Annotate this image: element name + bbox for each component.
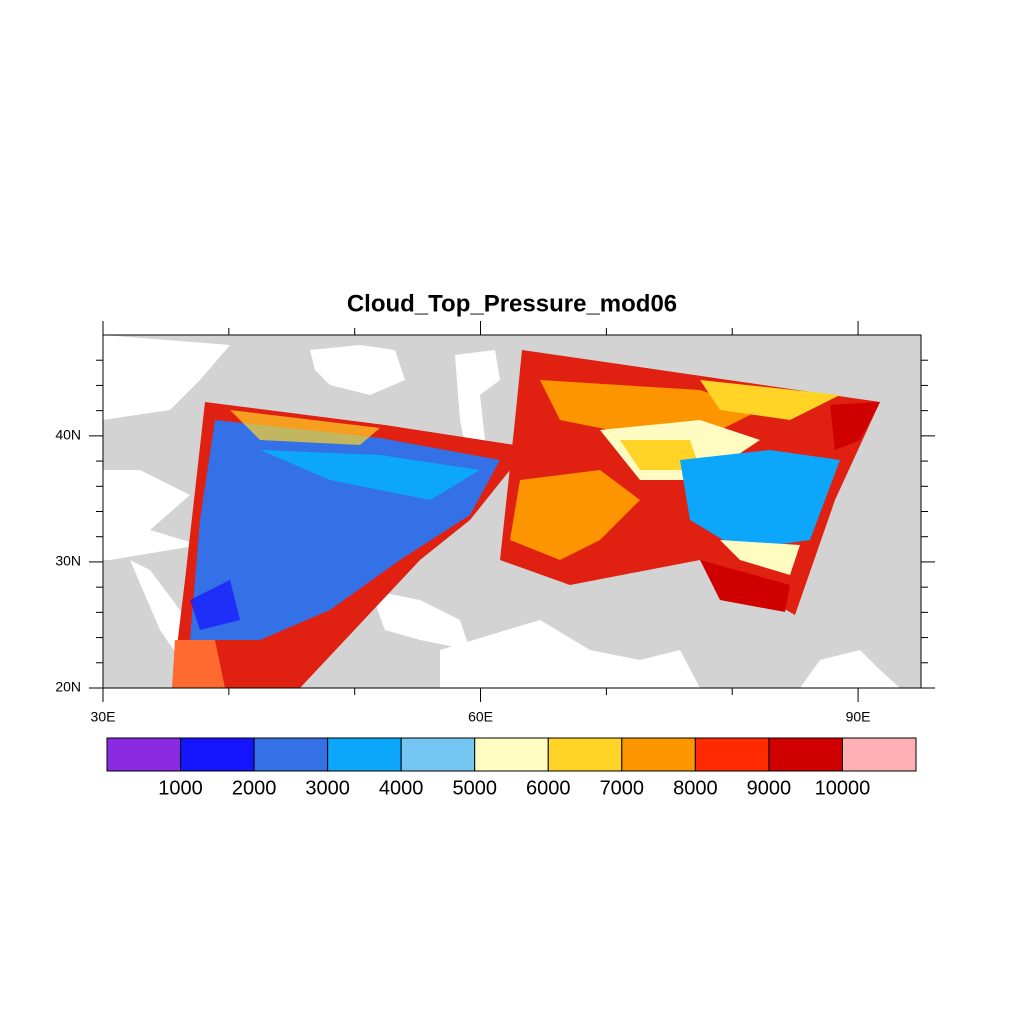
colorbar-box bbox=[327, 737, 402, 772]
colorbar-box bbox=[768, 737, 843, 772]
colorbar-label: 7000 bbox=[600, 777, 645, 799]
colorbar-box bbox=[400, 737, 476, 772]
y-tick-label: 30N bbox=[55, 553, 81, 569]
colorbar-box bbox=[694, 737, 770, 772]
colorbar-box bbox=[180, 737, 255, 772]
colorbar-label: 5000 bbox=[452, 777, 497, 799]
colorbar-label: 8000 bbox=[673, 777, 718, 799]
axes: 30E 60E 90E 20N 30N 40N bbox=[55, 321, 935, 725]
x-tick-label: 90E bbox=[846, 709, 871, 725]
map-area bbox=[103, 335, 921, 688]
colorbar-label: 1000 bbox=[158, 777, 203, 799]
y-tick-label: 40N bbox=[55, 427, 81, 443]
y-tick-label: 20N bbox=[55, 679, 81, 695]
colorbar-label: 10000 bbox=[815, 777, 871, 799]
colorbar-label: 2000 bbox=[232, 777, 277, 799]
x-tick-label: 30E bbox=[91, 709, 116, 725]
colorbar-box bbox=[106, 737, 182, 772]
water bbox=[103, 335, 900, 688]
colorbar-box bbox=[621, 737, 696, 772]
colorbar-box bbox=[474, 737, 549, 772]
colorbar-label: 3000 bbox=[305, 777, 350, 799]
map-title: Cloud_Top_Pressure_mod06 bbox=[347, 290, 677, 317]
colorbar-box bbox=[841, 737, 917, 772]
swath-right bbox=[500, 350, 880, 615]
swath-left bbox=[172, 402, 515, 688]
colorbar-box bbox=[547, 737, 623, 772]
colorbar: 1000 2000 3000 4000 5000 6000 7000 8000 9000 1000… bbox=[106, 737, 917, 799]
colorbar-label: 4000 bbox=[379, 777, 424, 799]
x-tick-label: 60E bbox=[468, 709, 493, 725]
colorbar-box bbox=[253, 737, 329, 772]
colorbar-label: 6000 bbox=[526, 777, 571, 799]
colorbar-label: 9000 bbox=[747, 777, 792, 799]
